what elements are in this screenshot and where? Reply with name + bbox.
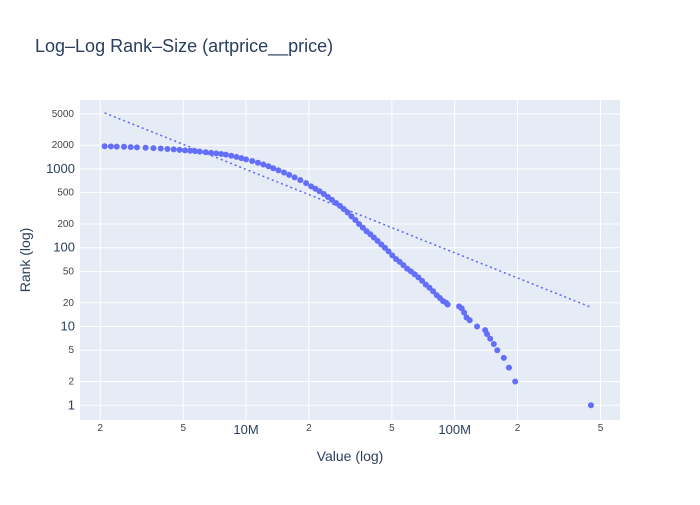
data-point-47	[352, 216, 359, 223]
data-point-84	[494, 347, 501, 354]
data-point-5	[133, 144, 140, 151]
data-point-35	[303, 180, 310, 187]
x-tick-label-7: 5	[598, 423, 604, 434]
data-point-25	[249, 158, 256, 165]
y-tick-label-11: 5000	[52, 109, 75, 120]
data-point-68	[430, 288, 437, 295]
x-tick-label-5: 100M	[438, 422, 471, 437]
x-tick-label-0: 2	[97, 423, 103, 434]
data-point-26	[254, 159, 261, 166]
y-tick-label-5: 50	[63, 266, 75, 277]
data-point-2	[113, 143, 120, 150]
y-tick-label-4: 20	[63, 298, 75, 309]
data-point-60	[400, 262, 407, 269]
x-tick-label-3: 2	[306, 423, 312, 434]
data-point-18	[213, 150, 220, 157]
y-tick-label-9: 1000	[46, 161, 75, 176]
data-point-6	[142, 144, 149, 151]
data-point-30	[275, 167, 282, 174]
data-point-39	[320, 191, 327, 198]
data-point-29	[270, 165, 277, 172]
data-point-3	[120, 143, 127, 150]
x-tick-label-6: 2	[515, 423, 521, 434]
data-point-17	[208, 149, 215, 156]
data-point-10	[170, 146, 177, 153]
y-tick-label-10: 2000	[52, 140, 75, 151]
data-point-49	[359, 224, 366, 231]
x-tick-label-4: 5	[389, 423, 395, 434]
data-point-19	[218, 150, 225, 157]
data-point-82	[487, 335, 494, 342]
data-point-4	[127, 144, 134, 151]
data-point-48	[356, 220, 363, 227]
data-point-21	[228, 152, 235, 159]
data-point-20	[222, 151, 229, 158]
x-tick-label-2: 10M	[233, 422, 258, 437]
data-point-46	[348, 213, 355, 220]
data-point-78	[466, 317, 473, 324]
data-point-1	[107, 143, 114, 150]
data-points	[101, 143, 594, 409]
data-point-32	[286, 171, 293, 178]
plot-area	[80, 100, 620, 420]
data-point-56	[385, 248, 392, 255]
data-point-57	[389, 252, 396, 259]
data-point-22	[233, 153, 240, 160]
data-point-87	[512, 378, 519, 385]
data-point-86	[505, 364, 512, 371]
y-tick-label-0: 1	[68, 397, 75, 412]
y-axis-label: Rank (log)	[17, 228, 33, 293]
data-point-31	[280, 169, 287, 176]
data-point-13	[187, 147, 194, 154]
data-point-34	[297, 177, 304, 184]
y-axis-ticks: 1 2 5 10 20 50 100 200 500 1000 2000 5000	[46, 109, 75, 412]
y-tick-label-8: 500	[57, 188, 74, 199]
data-point-9	[164, 146, 171, 153]
data-point-41	[328, 196, 335, 203]
grid-lines	[80, 100, 620, 420]
data-point-16	[202, 149, 209, 156]
x-axis-ticks: 2 5 10M 2 5 100M 2 5	[97, 422, 603, 437]
data-point-27	[260, 161, 267, 168]
data-point-73	[444, 301, 451, 308]
y-tick-label-7: 200	[57, 219, 74, 230]
y-tick-label-6: 100	[53, 240, 75, 255]
data-point-28	[265, 163, 272, 170]
data-point-24	[243, 156, 250, 163]
data-point-38	[316, 188, 323, 195]
data-point-44	[340, 206, 347, 213]
data-point-33	[291, 174, 298, 181]
data-point-83	[490, 340, 497, 347]
data-point-81	[484, 331, 491, 338]
data-point-15	[196, 148, 203, 155]
data-point-7	[150, 145, 157, 152]
data-point-0	[101, 143, 108, 150]
x-tick-label-1: 5	[180, 423, 186, 434]
data-point-11	[176, 146, 183, 153]
chart-title: Log–Log Rank–Size (artprice__price)	[35, 36, 333, 57]
data-point-12	[182, 147, 189, 154]
data-point-76	[461, 309, 468, 316]
data-point-53	[374, 237, 381, 244]
data-point-88	[587, 402, 594, 409]
data-point-45	[344, 209, 351, 216]
y-tick-label-1: 2	[68, 377, 74, 388]
data-point-8	[157, 145, 164, 152]
y-tick-label-2: 5	[68, 345, 74, 356]
data-point-55	[381, 244, 388, 251]
data-point-85	[500, 354, 507, 361]
data-point-14	[192, 148, 199, 155]
x-axis-label: Value (log)	[317, 448, 384, 464]
y-tick-label-3: 10	[61, 318, 75, 333]
data-point-79	[474, 323, 481, 330]
data-point-65	[419, 277, 426, 284]
data-point-23	[238, 155, 245, 162]
